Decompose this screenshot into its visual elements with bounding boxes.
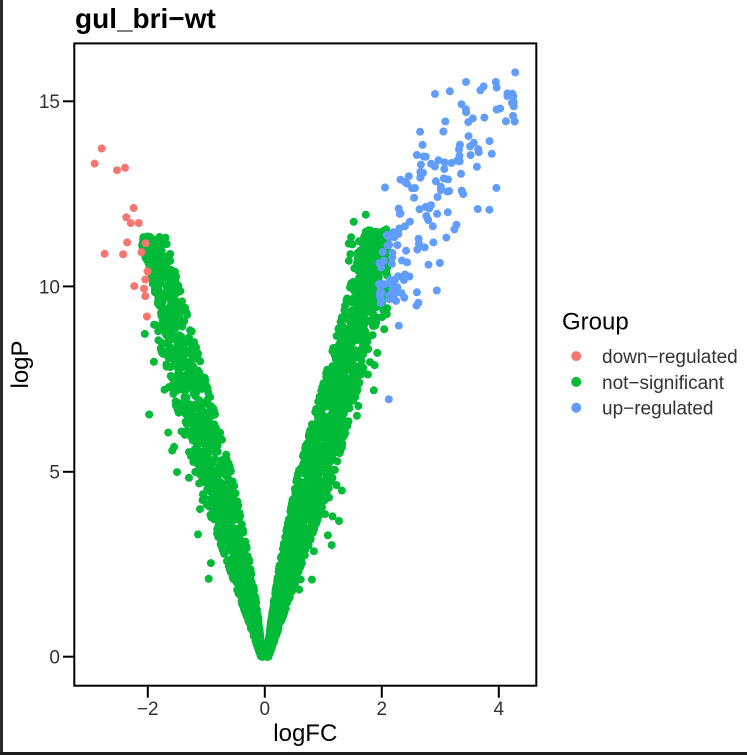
svg-text:2: 2 [377,699,388,720]
svg-text:up−regulated: up−regulated [602,399,713,420]
svg-text:15: 15 [39,92,60,113]
svg-text:−2: −2 [137,699,159,720]
svg-text:10: 10 [39,277,60,298]
svg-text:0: 0 [260,699,271,720]
svg-text:Group: Group [562,309,629,336]
svg-text:0: 0 [49,648,60,669]
svg-text:4: 4 [494,699,505,720]
svg-text:5: 5 [49,463,60,484]
svg-text:logP: logP [7,340,34,388]
svg-text:logFC: logFC [273,720,337,747]
svg-text:gul_bri−wt: gul_bri−wt [75,3,216,34]
svg-text:not−significant: not−significant [602,373,725,394]
svg-text:down−regulated: down−regulated [602,347,738,368]
